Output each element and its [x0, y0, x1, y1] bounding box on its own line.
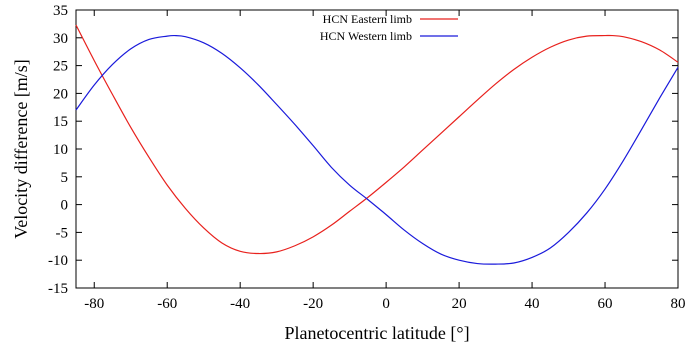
legend: HCN Eastern limb HCN Western limb: [320, 12, 458, 43]
y-tick-label: -5: [56, 225, 69, 241]
x-axis: -80 -60 -40 -20 0 20 40 60 80: [84, 10, 686, 312]
y-tick-label: -15: [48, 281, 68, 297]
x-tick-label: -60: [157, 296, 177, 312]
y-tick-label: 10: [53, 142, 68, 158]
x-tick-label: 80: [671, 296, 686, 312]
y-tick-label: 25: [53, 59, 68, 75]
legend-label: HCN Western limb: [320, 29, 412, 43]
x-tick-label: -20: [303, 296, 323, 312]
x-tick-label: 20: [452, 296, 467, 312]
y-axis-label: Velocity difference [m/s]: [11, 59, 31, 239]
plot-frame: [75, 9, 679, 289]
x-tick-label: -40: [230, 296, 250, 312]
x-tick-label: 60: [598, 296, 613, 312]
y-tick-label: 20: [53, 86, 68, 102]
y-tick-label: 30: [53, 31, 68, 47]
legend-label: HCN Eastern limb: [323, 12, 412, 26]
y-tick-label: 35: [53, 3, 68, 19]
y-tick-label: 0: [61, 198, 69, 214]
y-tick-label: -10: [48, 253, 68, 269]
x-tick-label: 40: [525, 296, 540, 312]
x-tick-label: -80: [84, 296, 104, 312]
y-axis: -15 -10 -5 0 5 10 15 20 25 30 35: [48, 3, 678, 297]
x-tick-label: 0: [382, 296, 390, 312]
y-tick-label: 15: [53, 114, 68, 130]
plot-area: [75, 9, 679, 289]
series-line-1: [75, 24, 679, 255]
series-line-2: [75, 34, 679, 265]
x-axis-label: Planetocentric latitude [°]: [284, 323, 469, 343]
series-layer: [75, 24, 679, 265]
y-tick-label: 5: [61, 170, 69, 186]
